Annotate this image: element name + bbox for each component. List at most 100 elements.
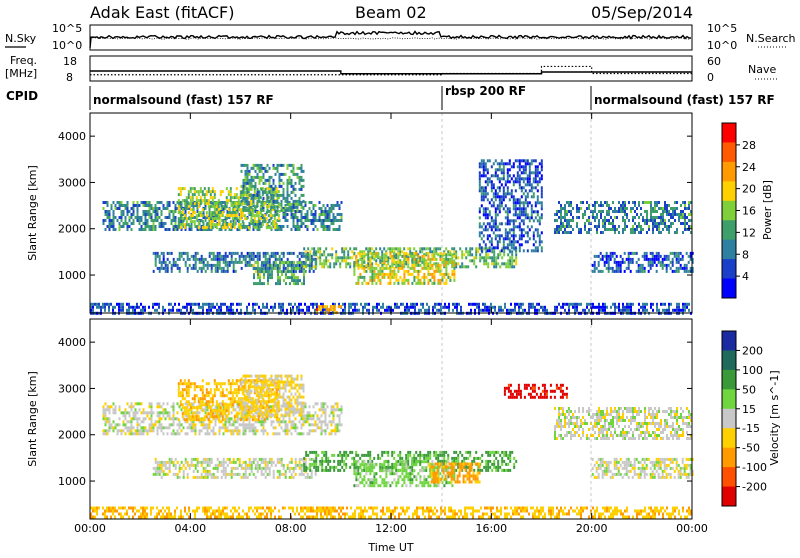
- power-echo-cell: [185, 264, 187, 267]
- power-echo-cell: [423, 276, 425, 279]
- power-echo-cell: [684, 228, 686, 231]
- velocity-echo-cell: [105, 414, 107, 417]
- power-echo-cell: [242, 220, 244, 223]
- power-echo-cell: [165, 207, 167, 210]
- power-echo-cell: [206, 193, 208, 196]
- velocity-echo-cell: [165, 426, 167, 429]
- power-echo-cell: [483, 171, 485, 174]
- power-echo-cell: [190, 202, 192, 205]
- power-echo-cell: [218, 217, 220, 220]
- power-echo-cell: [580, 228, 582, 231]
- power-echo-cell: [515, 177, 517, 180]
- power-echo-cell: [232, 211, 234, 214]
- power-echo-cell: [531, 210, 533, 213]
- power-echo-cell: [382, 303, 384, 306]
- power-echo-cell: [108, 309, 110, 312]
- velocity-echo-cell: [305, 420, 307, 423]
- power-echo-cell: [624, 201, 626, 204]
- freq-panel-frame: [90, 56, 692, 81]
- power-echo-cell: [198, 223, 200, 226]
- power-echo-cell: [103, 207, 105, 210]
- power-echo-cell: [529, 219, 531, 222]
- power-echo-cell: [299, 258, 301, 261]
- power-echo-cell: [509, 168, 511, 171]
- power-echo-cell: [614, 306, 616, 309]
- power-echo-cell: [586, 219, 588, 222]
- power-echo-cell: [347, 253, 349, 256]
- power-echo-cell: [537, 210, 539, 213]
- power-echo-cell: [521, 201, 523, 204]
- power-echo-cell: [433, 262, 435, 265]
- power-echo-cell: [487, 265, 489, 268]
- power-echo-cell: [276, 226, 278, 229]
- power-echo-cell: [580, 207, 582, 210]
- power-echo-cell: [529, 216, 531, 219]
- power-echo-cell: [399, 276, 401, 279]
- power-echo-cell: [188, 217, 190, 220]
- velocity-echo-cell: [171, 432, 173, 435]
- power-echo-cell: [147, 210, 149, 213]
- power-echo-cell: [295, 216, 297, 219]
- power-echo-cell: [449, 279, 451, 282]
- power-echo-cell: [537, 171, 539, 174]
- power-echo-cell: [109, 219, 111, 222]
- power-echo-cell: [678, 258, 680, 261]
- power-echo-cell: [501, 249, 503, 252]
- power-echo-cell: [664, 264, 666, 267]
- power-echo-cell: [269, 191, 271, 194]
- power-echo-cell: [263, 270, 265, 273]
- power-echo-cell: [443, 264, 445, 267]
- power-echo-cell: [375, 276, 377, 279]
- power-echo-cell: [618, 261, 620, 264]
- power-echo-cell: [568, 204, 570, 207]
- power-echo-cell: [154, 309, 156, 312]
- power-echo-cell: [638, 267, 640, 270]
- power-echo-cell: [554, 213, 556, 216]
- power-echo-cell: [419, 282, 421, 285]
- velocity-echo-cell: [303, 417, 305, 420]
- power-echo-cell: [383, 273, 385, 276]
- power-echo-cell: [152, 306, 154, 309]
- power-echo-cell: [439, 267, 441, 270]
- power-echo-cell: [632, 201, 634, 204]
- power-echo-cell: [391, 247, 393, 250]
- power-echo-cell: [335, 219, 337, 222]
- power-echo-cell: [155, 264, 157, 267]
- power-echo-cell: [505, 262, 507, 265]
- power-echo-cell: [556, 219, 558, 222]
- power-echo-cell: [301, 216, 303, 219]
- power-echo-cell: [497, 168, 499, 171]
- power-echo-cell: [479, 243, 481, 246]
- power-echo-cell: [186, 303, 188, 306]
- power-echo-cell: [600, 258, 602, 261]
- power-echo-cell: [672, 261, 674, 264]
- power-echo-cell: [149, 213, 151, 216]
- power-echo-cell: [149, 216, 151, 219]
- power-echo-cell: [136, 306, 138, 309]
- power-echo-cell: [654, 261, 656, 264]
- power-echo-cell: [365, 253, 367, 256]
- power-echo-cell: [495, 222, 497, 225]
- power-echo-cell: [610, 267, 612, 270]
- power-echo-cell: [656, 306, 658, 309]
- power-echo-cell: [517, 201, 519, 204]
- power-echo-cell: [155, 225, 157, 228]
- power-echo-cell: [513, 195, 515, 198]
- power-echo-cell: [176, 309, 178, 312]
- power-echo-cell: [303, 247, 305, 250]
- power-echo-cell: [289, 209, 291, 212]
- power-echo-cell: [505, 204, 507, 207]
- power-echo-cell: [258, 211, 260, 214]
- power-echo-cell: [171, 222, 173, 225]
- velocity-echo-cell: [151, 417, 153, 420]
- power-echo-cell: [297, 228, 299, 231]
- velocity-echo-cell: [103, 411, 105, 414]
- power-echo-cell: [221, 267, 223, 270]
- power-echo-cell: [487, 198, 489, 201]
- power-echo-cell: [305, 259, 307, 262]
- power-echo-cell: [255, 267, 257, 270]
- power-echo-cell: [602, 270, 604, 273]
- power-echo-cell: [624, 270, 626, 273]
- power-echo-cell: [145, 225, 147, 228]
- velocity-echo-cell: [253, 429, 255, 432]
